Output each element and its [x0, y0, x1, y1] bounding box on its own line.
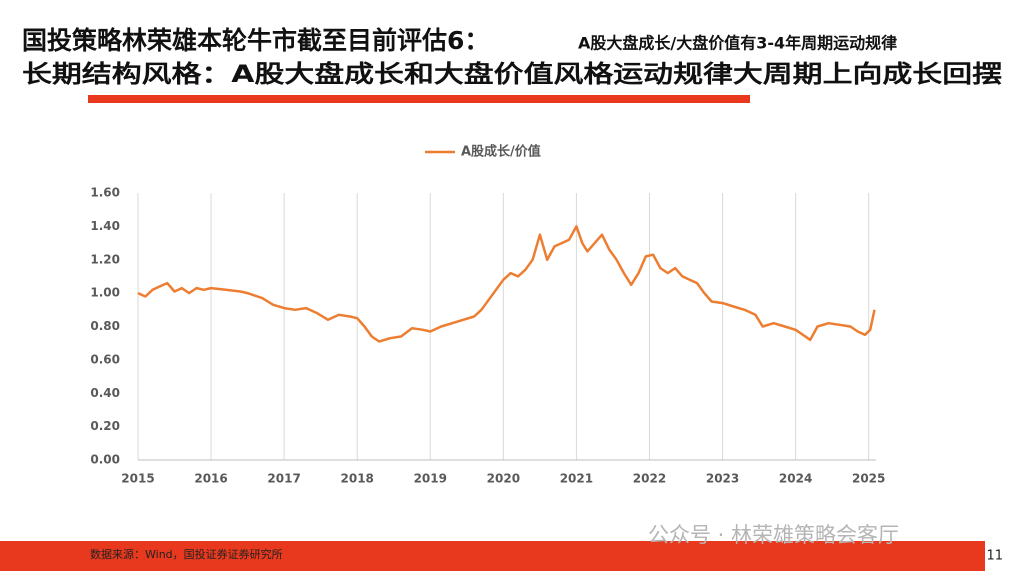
heading-underline — [88, 95, 750, 103]
y-tick-label: 0.20 — [90, 419, 120, 433]
y-tick-label: 1.60 — [90, 186, 120, 200]
x-tick-label: 2021 — [560, 472, 593, 486]
footer-band — [0, 541, 985, 571]
x-tick-label: 2025 — [852, 472, 885, 486]
x-tick-label: 2016 — [194, 472, 227, 486]
y-tick-label: 1.20 — [90, 252, 120, 266]
y-tick-label: 0.40 — [90, 386, 120, 400]
x-tick-label: 2015 — [121, 472, 154, 486]
series-line — [137, 225, 876, 343]
watermark: 公众号 · 林荣雄策略会客厅 — [648, 523, 899, 547]
x-tick-label: 2017 — [267, 472, 300, 486]
source-note: 数据来源：Wind，国投证券证券研究所 — [90, 547, 283, 561]
x-tick-label: 2018 — [341, 472, 374, 486]
slide-heading: 长期结构风格：A股大盘成长和大盘价值风格运动规律大周期上向成长回摆 — [22, 60, 1002, 88]
slide-title: 国投策略林荣雄本轮牛市截至目前评估6： — [22, 26, 489, 55]
x-tick-label: 2020 — [487, 472, 520, 486]
y-tick-label: 1.00 — [90, 286, 120, 300]
x-tick-label: 2024 — [779, 472, 812, 486]
legend-label: A股成长/价值 — [461, 144, 541, 160]
x-tick-label: 2023 — [706, 472, 739, 486]
page-number: 11 — [986, 549, 1003, 564]
y-tick-label: 0.60 — [90, 352, 120, 366]
x-tick-label: 2019 — [414, 472, 447, 486]
slide-title-note: A股大盘成长/大盘价值有3-4年周期运动规律 — [578, 34, 897, 53]
y-tick-label: 0.80 — [90, 319, 120, 333]
y-tick-label: 0.00 — [90, 453, 120, 467]
y-tick-label: 1.40 — [90, 219, 120, 233]
x-tick-label: 2022 — [633, 472, 666, 486]
